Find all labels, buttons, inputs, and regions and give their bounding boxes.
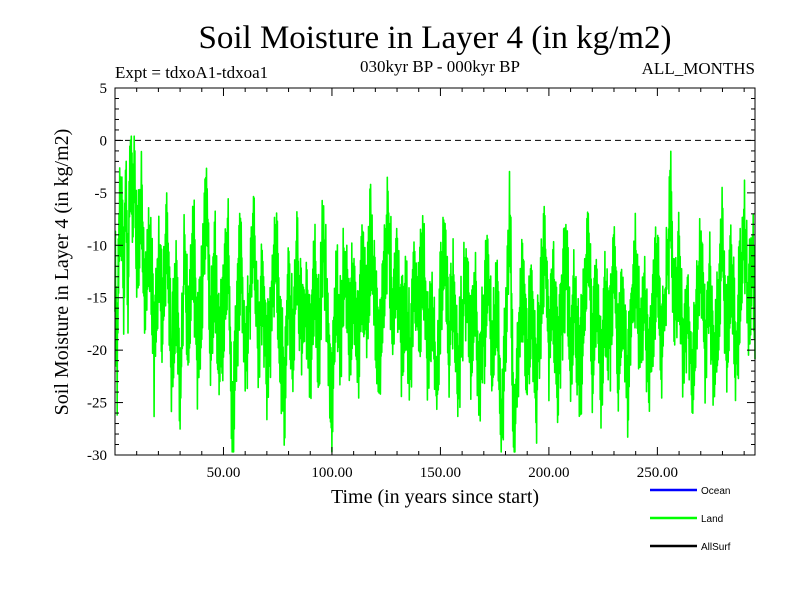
y-tick-label: -10 bbox=[87, 238, 107, 254]
x-tick-label: 150.00 bbox=[420, 465, 461, 481]
y-tick-label: 5 bbox=[100, 81, 108, 97]
legend: Ocean Land AllSurf bbox=[650, 486, 731, 553]
y-tick-label: -30 bbox=[87, 448, 107, 464]
experiment-label: Expt = tdxoA1-tdxoa1 bbox=[115, 63, 268, 82]
x-tick-label: 100.00 bbox=[311, 465, 352, 481]
legend-label-allsurf: AllSurf bbox=[701, 542, 731, 553]
chart-title: Soil Moisture in Layer 4 (in kg/m2) bbox=[199, 20, 672, 56]
y-tick-label: 0 bbox=[100, 133, 108, 149]
y-tick-label: -15 bbox=[87, 291, 107, 307]
y-tick-label: -25 bbox=[87, 396, 107, 412]
y-axis-label: Soil Moisture in Layer 4 (in kg/m2) bbox=[51, 129, 73, 416]
series-land-line bbox=[114, 135, 756, 453]
legend-label-land: Land bbox=[701, 514, 723, 525]
x-tick-label: 200.00 bbox=[528, 465, 569, 481]
chart-subtitle: 030kyr BP - 000kyr BP bbox=[360, 57, 520, 76]
plot-area bbox=[114, 135, 756, 453]
axes: 50.00 100.00 150.00 200.00 250.00 5 0 -5 -10 -15 -… bbox=[87, 81, 756, 481]
y-tick-label: -20 bbox=[87, 343, 107, 359]
months-label: ALL_MONTHS bbox=[642, 59, 755, 78]
x-tick-label: 250.00 bbox=[637, 465, 678, 481]
x-axis-label: Time (in years since start) bbox=[331, 486, 539, 508]
plot-frame bbox=[114, 87, 756, 456]
legend-label-ocean: Ocean bbox=[701, 486, 730, 497]
y-tick-label: -5 bbox=[95, 186, 108, 202]
x-tick-label: 50.00 bbox=[207, 465, 241, 481]
